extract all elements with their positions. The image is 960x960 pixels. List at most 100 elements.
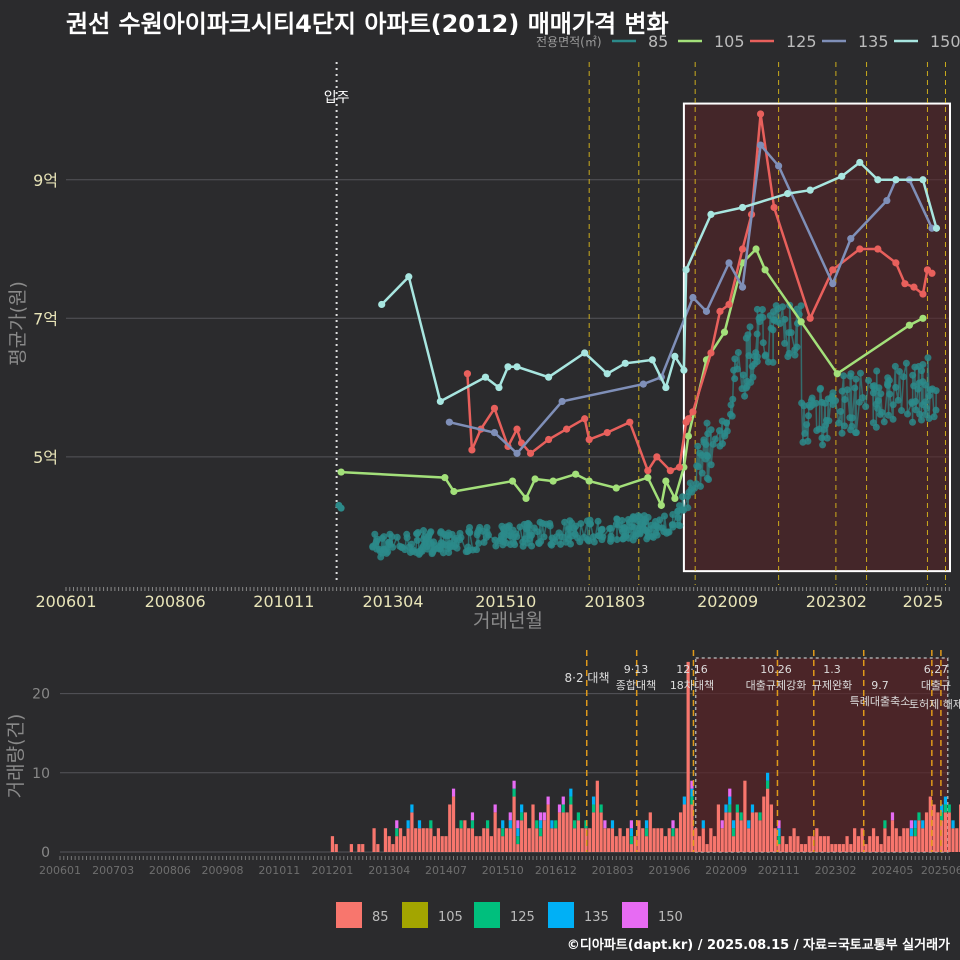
volume-bar <box>546 804 550 852</box>
volume-bar <box>554 820 558 829</box>
volume-bar <box>792 828 796 852</box>
volume-bar <box>766 780 770 789</box>
volume-bar <box>591 796 596 805</box>
volume-bar <box>834 844 838 852</box>
volume-bar <box>591 804 596 813</box>
volume-bar <box>629 844 633 852</box>
volume-bar <box>610 828 615 852</box>
volume-bar <box>815 828 819 852</box>
volume-bar <box>482 828 486 852</box>
price-x-tick-label: 2025 <box>903 592 944 611</box>
page-title: 권선 수원아이파크시티4단지 아파트(2012) 매매가격 변화 <box>66 10 669 38</box>
volume-bar <box>871 828 876 852</box>
series-105-point <box>585 477 593 485</box>
volume-bar <box>773 828 777 852</box>
volume-bar <box>372 828 376 852</box>
volume-bar <box>610 820 615 829</box>
series-85-point <box>921 410 929 418</box>
volume-bar <box>849 844 853 852</box>
volume-bar <box>940 804 944 813</box>
series-125-point <box>468 446 476 454</box>
volume-bar <box>622 836 626 852</box>
volume-bar <box>728 812 732 852</box>
volume-bar <box>731 836 736 852</box>
volume-bar <box>501 836 505 852</box>
series-135-point <box>847 235 855 243</box>
series-85-point <box>766 312 774 320</box>
price-y-axis-title: 평균가(원) <box>7 281 29 366</box>
volume-bar <box>584 820 588 829</box>
volume-bar <box>444 836 448 852</box>
volume-bar <box>807 836 811 852</box>
series-150-point <box>621 359 629 367</box>
series-105-point <box>720 328 729 336</box>
series-150-point <box>680 366 688 374</box>
volume-bar <box>947 812 951 852</box>
volume-bar <box>591 812 596 852</box>
volume-bar <box>569 796 573 805</box>
volume-bar <box>940 820 944 852</box>
volume-bar <box>724 804 728 813</box>
volume-bar <box>811 836 815 852</box>
volume-bar <box>879 844 883 852</box>
volume-bar <box>467 828 471 852</box>
volume-bar <box>497 828 501 852</box>
legend-label-135: 135 <box>858 32 889 51</box>
series-105-point <box>531 475 539 483</box>
series-105-point <box>572 470 580 478</box>
series-135-point <box>702 307 711 315</box>
volume-bar <box>402 836 406 852</box>
volume-bar <box>485 828 490 852</box>
series-85-point <box>804 437 812 445</box>
volume-bar <box>890 820 895 852</box>
volume-bar <box>739 820 743 852</box>
series-125-point <box>689 408 697 416</box>
volume-x-tick-label: 200703 <box>92 864 134 877</box>
volume-bar <box>334 844 338 852</box>
volume-bar <box>554 828 558 852</box>
volume-bar <box>955 828 959 852</box>
volume-bar <box>762 796 766 852</box>
price-x-tick-label: 202009 <box>697 592 758 611</box>
volume-bar <box>860 828 864 852</box>
volume-bar <box>576 812 581 821</box>
series-150-point <box>682 266 690 274</box>
volume-x-tick-label: 201510 <box>482 864 524 877</box>
series-150-point <box>932 224 941 232</box>
volume-bar <box>395 820 399 829</box>
price-highlight-box <box>682 102 951 573</box>
volume-bar <box>890 812 895 821</box>
volume-bar <box>940 812 944 821</box>
legend-label-125: 125 <box>786 32 817 51</box>
volume-legend-swatch <box>474 902 500 928</box>
series-105-point <box>644 474 652 482</box>
volume-bar <box>788 836 792 852</box>
volume-bar <box>357 844 361 852</box>
series-125-point <box>626 418 634 426</box>
volume-bar <box>538 820 543 829</box>
volume-legend-label: 105 <box>438 910 463 925</box>
series-150-point <box>481 373 490 381</box>
volume-bar <box>743 780 747 852</box>
policy-name-label: 대출규제강화 <box>746 679 807 692</box>
volume-bar <box>584 828 588 852</box>
volume-bar <box>690 796 694 805</box>
price-y-tick-label: 9억 <box>33 171 58 190</box>
volume-bar <box>943 796 948 805</box>
volume-bar <box>750 812 755 852</box>
volume-bar <box>478 836 482 852</box>
volume-bar <box>451 788 456 797</box>
series-85-point <box>895 368 903 376</box>
volume-bar <box>501 828 505 837</box>
volume-bar <box>629 828 633 837</box>
volume-bar <box>735 812 739 852</box>
series-85-point <box>873 367 881 375</box>
series-150-point <box>874 176 882 184</box>
series-150-point <box>784 190 792 198</box>
volume-bar <box>599 804 603 813</box>
volume-bar <box>784 844 789 852</box>
policy-name-label: 대출규 <box>921 679 951 692</box>
series-135-point <box>725 259 733 267</box>
series-150-point <box>806 186 814 194</box>
